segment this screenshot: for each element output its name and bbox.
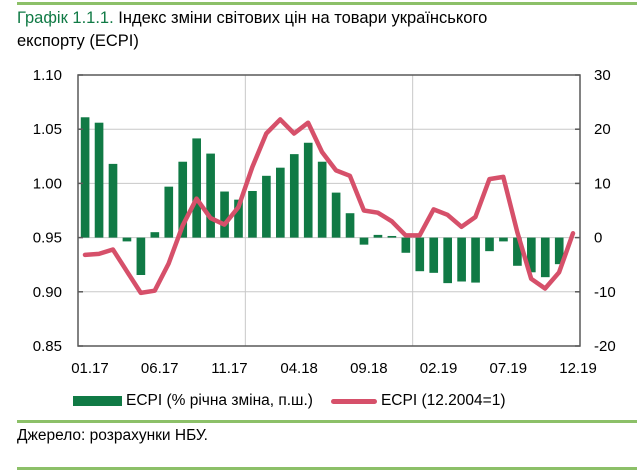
bar: [401, 237, 411, 253]
left-axis-tick: 0.85: [33, 338, 62, 355]
bar: [80, 117, 90, 238]
bar: [220, 191, 229, 238]
bar: [429, 237, 439, 273]
right-axis-tick: 20: [594, 121, 611, 138]
gridlines: [78, 75, 580, 346]
bar: [248, 190, 257, 238]
bar: [331, 192, 341, 238]
x-axis-tick: 02.19: [420, 360, 458, 377]
left-axis-tick: 1.00: [33, 175, 62, 192]
left-axis-tick: 0.95: [33, 230, 62, 247]
chart-title-text: Індекс зміни світових цін на товари укра…: [113, 9, 488, 27]
bar: [178, 161, 188, 238]
chart-title-number: Графік 1.1.1.: [17, 9, 114, 27]
right-axis-tick: 30: [594, 67, 611, 84]
bar: [164, 186, 174, 238]
bottom-rule: [17, 467, 637, 470]
legend: ECPI (% річна зміна, п.ш.) ECPI (12.2004…: [73, 392, 505, 410]
bar: [387, 235, 397, 238]
bar: [554, 237, 564, 265]
legend-bar-label: ECPI (% річна зміна, п.ш.): [126, 392, 313, 409]
middle-rule: [17, 420, 637, 423]
bar: [499, 237, 508, 242]
bar: [303, 142, 313, 238]
bar: [345, 213, 355, 238]
plot-frame: [77, 74, 581, 347]
bar: [471, 237, 480, 283]
bar: [192, 138, 201, 238]
chart: 1.10 1.05 1.00 0.95 0.90 0.85 30 20 10 0 -10 -20 0…: [33, 67, 616, 377]
bar: [122, 237, 132, 242]
bar: [485, 237, 494, 252]
bar: [108, 163, 118, 238]
x-axis-tick: 01.17: [71, 360, 109, 377]
x-axis-tick: 07.19: [490, 360, 528, 377]
x-axis-tick: 06.17: [141, 360, 179, 377]
left-axis: 1.10 1.05 1.00 0.95 0.90 0.85: [33, 67, 83, 355]
chart-title-line2: експорту (ECPI): [17, 32, 139, 50]
right-axis-tick: -10: [594, 284, 616, 301]
right-axis-tick: -20: [594, 338, 616, 355]
bar: [457, 237, 466, 282]
legend-line-swatch: [330, 398, 377, 404]
bar: [415, 237, 425, 272]
legend-item-bar: ECPI (% річна зміна, п.ш.): [73, 392, 313, 410]
x-axis-tick: 11.17: [211, 360, 247, 377]
chart-title: Графік 1.1.1. Індекс зміни світових цін …: [17, 7, 617, 53]
bar: [276, 167, 285, 238]
bar: [289, 154, 299, 238]
bar: [443, 237, 452, 284]
left-axis-tick: 1.10: [33, 67, 62, 84]
bar: [540, 237, 550, 278]
bar: [262, 175, 271, 238]
right-axis: 30 20 10 0 -10 -20: [575, 67, 616, 355]
bar: [513, 237, 522, 266]
right-axis-tick: 10: [594, 175, 611, 192]
bar: [527, 237, 536, 273]
source-note: Джерело: розрахунки НБУ.: [17, 427, 208, 444]
bar: [317, 161, 327, 238]
bar: [150, 232, 160, 238]
legend-item-line: ECPI (12.2004=1): [313, 392, 506, 410]
legend-bar-swatch: [73, 396, 122, 406]
bar: [136, 237, 146, 275]
top-rule: [17, 2, 637, 5]
bar: [94, 122, 104, 238]
bar-series: [80, 117, 564, 284]
index-line: [82, 117, 576, 296]
left-axis-tick: 0.90: [33, 284, 62, 301]
x-axis-tick: 12.19: [559, 360, 597, 377]
bar: [234, 199, 243, 238]
right-axis-tick: 0: [594, 230, 602, 247]
left-axis-tick: 1.05: [33, 121, 62, 138]
x-axis-tick: 04.18: [280, 360, 318, 377]
plot-border: [77, 74, 581, 347]
x-axis: 01.17 06.17 11.17 04.18 09.18 02.19 07.19 12.19: [71, 360, 597, 377]
bar: [373, 234, 383, 238]
bar: [359, 237, 369, 245]
line-series: [82, 117, 576, 296]
x-axis-tick: 09.18: [350, 360, 388, 377]
bar: [206, 153, 215, 238]
legend-line-label: ECPI (12.2004=1): [380, 392, 506, 409]
